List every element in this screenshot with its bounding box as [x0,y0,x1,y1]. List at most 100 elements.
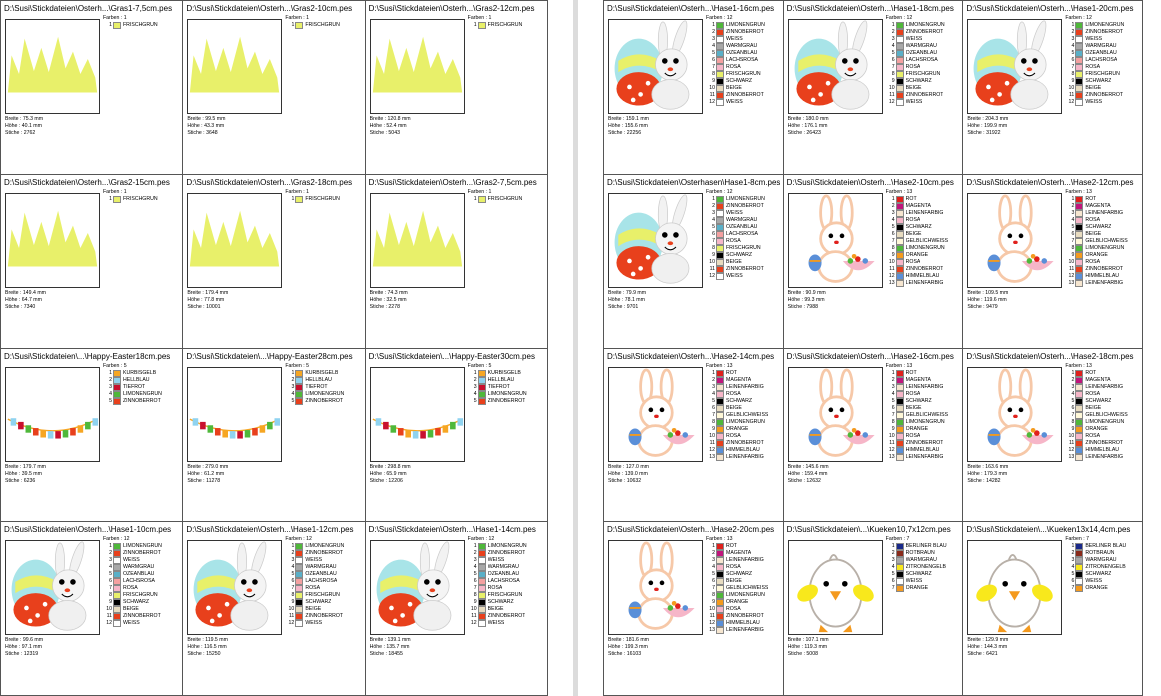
thread-color-number: 9 [712,251,715,258]
stitch-count-value: 12319 [23,651,39,658]
thread-color-row: 12 WEISS [886,99,961,106]
thread-color-number: 5 [891,571,895,578]
colors-count-value: 7 [1086,536,1089,543]
thread-color-swatch [895,251,904,259]
thread-color-list: Farben : 1 1 FRISCHGRÜN [285,15,362,29]
colors-count-row: Farben : 1 [103,15,180,22]
colors-count-row: Farben : 1 [103,189,180,196]
thread-color-name: SCHWARZ [1085,397,1112,404]
thread-color-swatch [716,564,724,572]
thread-color-name: FRISCHGRÜN [905,71,941,77]
stitch-count-row: Stiche : 3648 [187,130,225,137]
colors-label: Farben : [467,15,487,21]
thread-color-number: 7 [891,237,895,244]
thread-color-swatch [895,85,904,92]
height-label: Höhe : [608,644,624,651]
thread-color-number: 9 [712,599,715,606]
thread-color-row: 5 SCHWARZ [1065,397,1140,405]
colors-count-value: 13 [726,362,733,369]
thread-color-number: 5 [712,397,715,404]
thread-color-row: 4 ROSA [706,390,781,398]
thread-color-swatch [895,404,904,412]
embroidery-preview-image [371,20,464,113]
thread-color-swatch [1075,571,1084,579]
thread-color-name: SCHWARZ [726,78,753,84]
colors-count-row: Farben : 12 [706,15,781,22]
embroidery-preview-image [371,194,464,287]
height-value: 199.3 mm [624,644,648,651]
design-card: D:\Susi\Stickdateien\Osterh...\Hase1-14c… [365,522,548,696]
thread-color-swatch [895,64,904,71]
height-label: Höhe : [187,296,203,303]
thread-color-number: 6 [473,578,477,585]
colors-count-row: Farben : 5 [468,363,545,370]
height-row: Höhe : 32.5 mm [370,297,408,304]
thread-color-list: Farben : 1 1 FRISCHGRÜN [103,189,180,203]
thread-color-swatch [295,369,304,377]
height-row: Höhe : 65.9 mm [370,471,411,478]
thread-color-swatch [716,85,724,92]
thread-color-row: 3 WEISS [706,209,781,217]
thread-color-swatch [1075,237,1084,245]
thread-color-name: ZINNOBERROT [487,397,526,404]
colors-label: Farben : [467,362,487,369]
thread-color-name: WARMGRAU [1085,43,1117,49]
thread-color-swatch [477,585,486,593]
height-value: 135.7 mm [386,644,410,651]
design-thumbnail [608,19,703,114]
thread-color-row: 12 HIMMELBLAU [706,446,781,454]
thread-color-swatch [1075,390,1084,398]
thread-color-number: 6 [1071,404,1075,411]
design-thumbnail [369,366,465,462]
stitch-count-row: Stiche : 18455 [370,651,411,658]
thread-color-swatch [1075,404,1084,412]
thread-color-name: LACHSROSA [726,57,758,63]
design-card: D:\Susi\Stickdateien\Osterh...\Gras2-10c… [183,1,366,175]
thread-color-name: WEISS [1085,99,1103,105]
stitch-count-value: 16103 [626,651,642,658]
thread-color-swatch [477,543,486,551]
thread-color-name: LEINENFARBIG [1085,383,1124,390]
thread-color-number: 2 [712,550,715,557]
thread-color-number: 1 [109,369,112,376]
thread-color-row: 7 ORANGE [1065,585,1140,593]
thread-color-swatch [295,557,304,565]
thread-color-number: 8 [712,592,715,599]
thread-color-swatch [716,383,724,391]
thread-color-swatch [1075,432,1084,440]
height-value: 40.1 mm [21,123,42,129]
width-value: 298.8 mm [387,463,411,470]
thread-color-number: 3 [712,557,715,564]
thread-color-swatch [1075,50,1084,57]
height-label: Höhe : [369,470,385,477]
thread-color-row: 3 WEISS [886,36,961,43]
thread-color-number: 2 [712,376,715,383]
thread-color-name: KÜRBISGELB [487,369,521,376]
design-thumbnail [967,192,1063,288]
thread-color-row: 13 LEINENFARBIG [886,453,961,461]
thread-color-name: FRISCHGRÜN [487,22,523,28]
colors-label: Farben : [103,362,123,369]
stitch-count-value: 12632 [806,477,821,484]
design-card: D:\Susi\Stickdateien\Osterh...\Hase2-10c… [783,174,964,349]
thread-color-row: 1 FRISCHGRÜN [285,195,362,203]
thread-color-row: 12 HIMMELBLAU [886,446,961,454]
thread-color-number: 1 [891,195,895,202]
thread-color-name: FRISCHGRÜN [487,592,523,599]
thread-color-row: 6 WEISS [886,578,961,586]
thread-color-number: 5 [712,571,715,578]
thread-color-name: ROSA [305,585,321,592]
width-row: Breite : 163.6 mm [967,464,1008,471]
height-row: Höhe : 52.4 mm [370,123,411,130]
thread-color-row: 7 GELBLICHWEISS [886,411,961,419]
thread-color-swatch [895,265,904,273]
width-value: 145.6 mm [805,463,829,470]
thread-color-number: 2 [891,376,895,383]
width-value: 99.6 mm [22,637,44,644]
thread-color-row: 1 ROT [1065,195,1140,203]
thread-color-name: ORANGE [905,425,929,432]
thread-color-name: ZINNOBERROT [123,397,161,404]
thread-color-swatch [895,258,904,266]
thread-color-number: 3 [712,383,715,390]
stitches-label: Stiche : [5,651,23,658]
